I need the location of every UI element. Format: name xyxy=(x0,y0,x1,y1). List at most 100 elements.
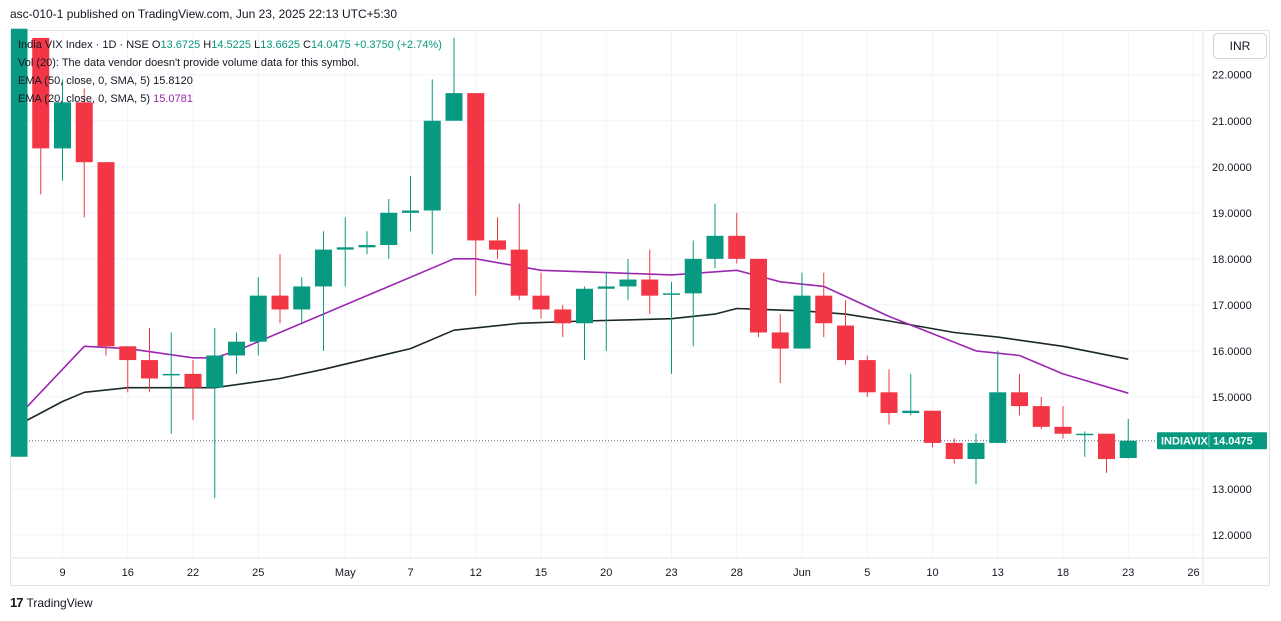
x-tick-label: 15 xyxy=(535,567,547,579)
y-tick-label: 19.0000 xyxy=(1212,208,1252,220)
y-tick-label: 21.0000 xyxy=(1212,116,1252,128)
candle-body xyxy=(1119,440,1137,459)
candle-body xyxy=(771,332,789,349)
legend-ema20-name: EMA (20, close, 0, SMA, 5) xyxy=(18,93,151,105)
x-tick-label: 22 xyxy=(187,567,199,579)
candle-body xyxy=(97,162,115,347)
candle-body xyxy=(315,249,332,287)
candle-body xyxy=(967,442,985,460)
candle-body xyxy=(54,102,71,149)
legend-open-value: 13.6725 xyxy=(160,39,201,51)
candle-body xyxy=(684,258,702,294)
currency-button[interactable]: INR xyxy=(1213,33,1267,59)
candle-body xyxy=(902,410,920,414)
ema20-line xyxy=(18,257,1129,416)
candle-body xyxy=(532,295,550,310)
x-tick-label: Jun xyxy=(793,567,811,579)
candle-body xyxy=(1076,433,1094,436)
candle-body xyxy=(1098,433,1115,460)
y-tick-label: 15.0000 xyxy=(1212,392,1252,404)
y-tick-label: 12.0000 xyxy=(1212,530,1252,542)
candle-body xyxy=(380,212,398,246)
candle-body xyxy=(815,295,833,324)
chart-legend: India VIX Index · 1D · NSE O13.6725 H14.… xyxy=(18,36,442,108)
legend-close-value: 14.0475 xyxy=(310,39,351,51)
candle-body xyxy=(1054,426,1072,434)
candle-body xyxy=(467,93,485,241)
x-tick-label: 18 xyxy=(1057,567,1069,579)
y-tick-label: 20.0000 xyxy=(1212,162,1252,174)
chart-frame[interactable] xyxy=(10,30,1270,586)
candle-body xyxy=(880,392,898,414)
candle-body xyxy=(184,373,202,388)
legend-open-label: O xyxy=(151,39,161,51)
legend-ema50-value: 15.8120 xyxy=(153,75,193,87)
x-tick-label: 16 xyxy=(122,567,134,579)
x-tick-label: May xyxy=(335,567,356,579)
candle-body xyxy=(402,210,419,213)
candle-body xyxy=(271,295,289,310)
candle-body xyxy=(206,355,224,388)
x-tick-label: 23 xyxy=(1122,567,1134,579)
x-tick-label: 9 xyxy=(59,567,65,579)
candle-body xyxy=(793,295,811,349)
x-tick-label: 10 xyxy=(926,567,938,579)
last-price-label xyxy=(1157,432,1267,450)
x-tick-label: 20 xyxy=(600,567,612,579)
candle-body xyxy=(358,245,376,248)
y-tick-label: 13.0000 xyxy=(1212,484,1252,496)
ema50-line xyxy=(18,307,1129,426)
x-tick-label: 5 xyxy=(864,567,870,579)
legend-high-label: H xyxy=(203,39,212,51)
candle-body xyxy=(141,360,158,379)
legend-ema50-row[interactable]: EMA (50, close, 0, SMA, 5) 15.8120 xyxy=(18,72,442,90)
candle-body xyxy=(1011,392,1028,407)
candle-body xyxy=(858,360,876,393)
candle-body xyxy=(663,293,680,295)
x-tick-label: 12 xyxy=(470,567,482,579)
candle-body xyxy=(423,120,441,211)
x-tick-label: 25 xyxy=(252,567,264,579)
legend-low-label: L xyxy=(254,39,261,51)
legend-volume-text: Vol (20): The data vendor doesn't provid… xyxy=(18,57,360,69)
candle-body xyxy=(119,346,137,361)
candle-body xyxy=(597,286,615,289)
legend-low-value: 13.6625 xyxy=(260,39,300,51)
y-tick-label: 18.0000 xyxy=(1212,254,1252,266)
y-tick-label: 22.0000 xyxy=(1212,70,1252,82)
candle-body xyxy=(489,240,506,250)
x-tick-label: 13 xyxy=(992,567,1004,579)
legend-change: +0.3750 (+2.74%) xyxy=(353,39,442,51)
last-price-symbol: INDIAVIX xyxy=(1161,436,1209,448)
candle-body xyxy=(750,258,767,333)
tradingview-brand: TradingView xyxy=(26,595,93,610)
candle-body xyxy=(162,373,180,376)
last-price-value: 14.0475 xyxy=(1213,436,1253,448)
y-tick-label: 17.0000 xyxy=(1212,300,1252,312)
candle-body xyxy=(75,102,93,163)
y-tick-label: 16.0000 xyxy=(1212,346,1252,358)
candle-body xyxy=(641,279,659,296)
candle-body xyxy=(706,235,724,259)
legend-ema20-row[interactable]: EMA (20, close, 0, SMA, 5) 15.0781 xyxy=(18,90,442,108)
candle-body xyxy=(837,325,854,361)
candle-body xyxy=(576,288,593,324)
candle-body xyxy=(293,286,311,310)
x-tick-label: 28 xyxy=(731,567,743,579)
legend-ema20-value: 15.0781 xyxy=(153,93,193,105)
legend-high-value: 14.5225 xyxy=(211,39,252,51)
candle-body xyxy=(445,93,463,121)
legend-price-row[interactable]: India VIX Index · 1D · NSE O13.6725 H14.… xyxy=(18,36,442,54)
candle-body xyxy=(924,410,941,443)
legend-close-label: C xyxy=(303,39,311,51)
candle-body xyxy=(228,341,245,356)
legend-volume-row[interactable]: Vol (20): The data vendor doesn't provid… xyxy=(18,54,442,72)
footer-branding: 17 TradingView xyxy=(10,595,93,610)
candle-body xyxy=(249,295,267,342)
candle-body xyxy=(336,247,354,250)
candle-body xyxy=(989,392,1007,443)
candle-body xyxy=(11,28,28,457)
x-tick-label: 26 xyxy=(1187,567,1199,579)
candle-body xyxy=(510,249,528,296)
